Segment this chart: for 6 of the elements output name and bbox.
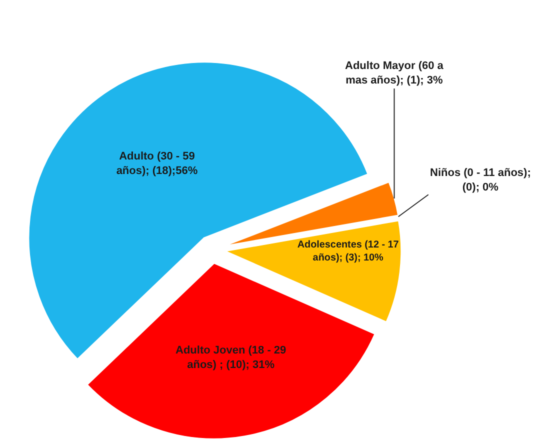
slice-label: Adulto Mayor (60 a mas años); (1); 3% [345,60,444,86]
slice-label: Adolescentes (12 - 17 años); (3); 10% [297,239,400,264]
text: (0); 0% [462,181,498,194]
slice-label: Adulto Joven (18 - 29 años) ; (10); 31% [176,344,286,371]
category-label: Niños (0 - 11 años); [430,167,531,179]
slice-label: Adulto (30 - 59 años); (18);56% [116,150,198,177]
